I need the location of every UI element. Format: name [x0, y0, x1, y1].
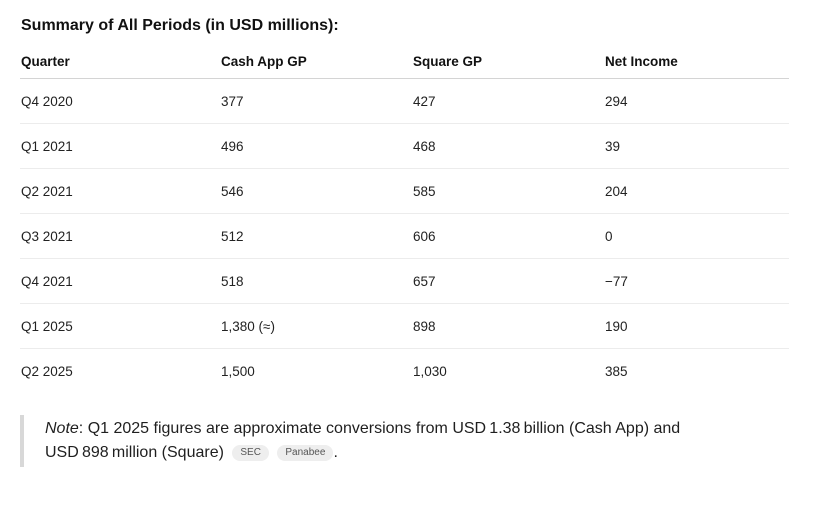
table-row: Q1 2025 1,380 (≈) 898 190 — [20, 303, 789, 349]
column-header-quarter: Quarter — [20, 45, 220, 79]
source-tag-panabee[interactable]: Panabee — [277, 444, 334, 461]
summary-table: Quarter Cash App GP Square GP Net Income… — [20, 45, 789, 393]
cell-quarter: Q4 2020 — [20, 78, 220, 124]
cell-quarter: Q2 2025 — [21, 363, 73, 379]
note-end: . — [333, 444, 338, 461]
column-header-net-income: Net Income — [604, 45, 789, 79]
cell-quarter: Q1 2025 — [20, 303, 220, 349]
cell-square-gp: 1,030 — [413, 363, 447, 379]
note-blockquote: Note: Q1 2025 figures are approximate co… — [20, 415, 790, 467]
cell-square-gp: 606 — [412, 213, 604, 259]
cell-net-income: 0 — [604, 213, 789, 259]
note-text: : Q1 2025 figures are approximate conver… — [45, 420, 681, 461]
cell-cash-app-gp: 1,500 — [221, 363, 255, 379]
cell-net-income: 294 — [604, 78, 789, 124]
cell-cash-app-gp: 546 — [220, 168, 412, 214]
cell-net-income: 204 — [604, 168, 789, 214]
cell-cash-app-gp: 496 — [220, 123, 412, 169]
cell-net-income: 39 — [604, 123, 789, 169]
cell-square-gp: 898 — [412, 303, 604, 349]
table-row: Q4 2020 377 427 294 — [20, 78, 789, 124]
table-row: Q3 2021 512 606 0 — [20, 213, 789, 259]
table-row: Q4 2021 518 657 −77 — [20, 258, 789, 304]
cell-net-income: 190 — [604, 303, 789, 349]
cell-quarter: Q4 2021 — [20, 258, 220, 304]
cell-square-gp: 585 — [412, 168, 604, 214]
cell-square-gp: 427 — [412, 78, 604, 124]
cell-square-gp: 657 — [412, 258, 604, 304]
source-tag-sec[interactable]: SEC — [232, 444, 269, 461]
column-header-cash-app-gp: Cash App GP — [220, 45, 412, 79]
cell-net-income: −77 — [604, 258, 789, 304]
cell-cash-app-gp: 377 — [220, 78, 412, 124]
cell-quarter: Q1 2021 — [20, 123, 220, 169]
table-header-row: Quarter Cash App GP Square GP Net Income — [20, 45, 789, 79]
cell-quarter: Q3 2021 — [20, 213, 220, 259]
cell-cash-app-gp: 512 — [220, 213, 412, 259]
table-row: Q1 2021 496 468 39 — [20, 123, 789, 169]
note-label: Note — [45, 420, 79, 437]
cell-quarter: Q2 2021 — [20, 168, 220, 214]
column-header-square-gp: Square GP — [412, 45, 604, 79]
cell-square-gp: 468 — [412, 123, 604, 169]
table-row: Q2 2021 546 585 204 — [20, 168, 789, 214]
cell-net-income: 385 — [605, 363, 628, 379]
table-row: Q2 2025 1,500 1,030 385 — [20, 349, 789, 394]
summary-heading: Summary of All Periods (in USD millions)… — [21, 17, 339, 34]
cell-cash-app-gp: 1,380 (≈) — [220, 303, 412, 349]
cell-cash-app-gp: 518 — [220, 258, 412, 304]
